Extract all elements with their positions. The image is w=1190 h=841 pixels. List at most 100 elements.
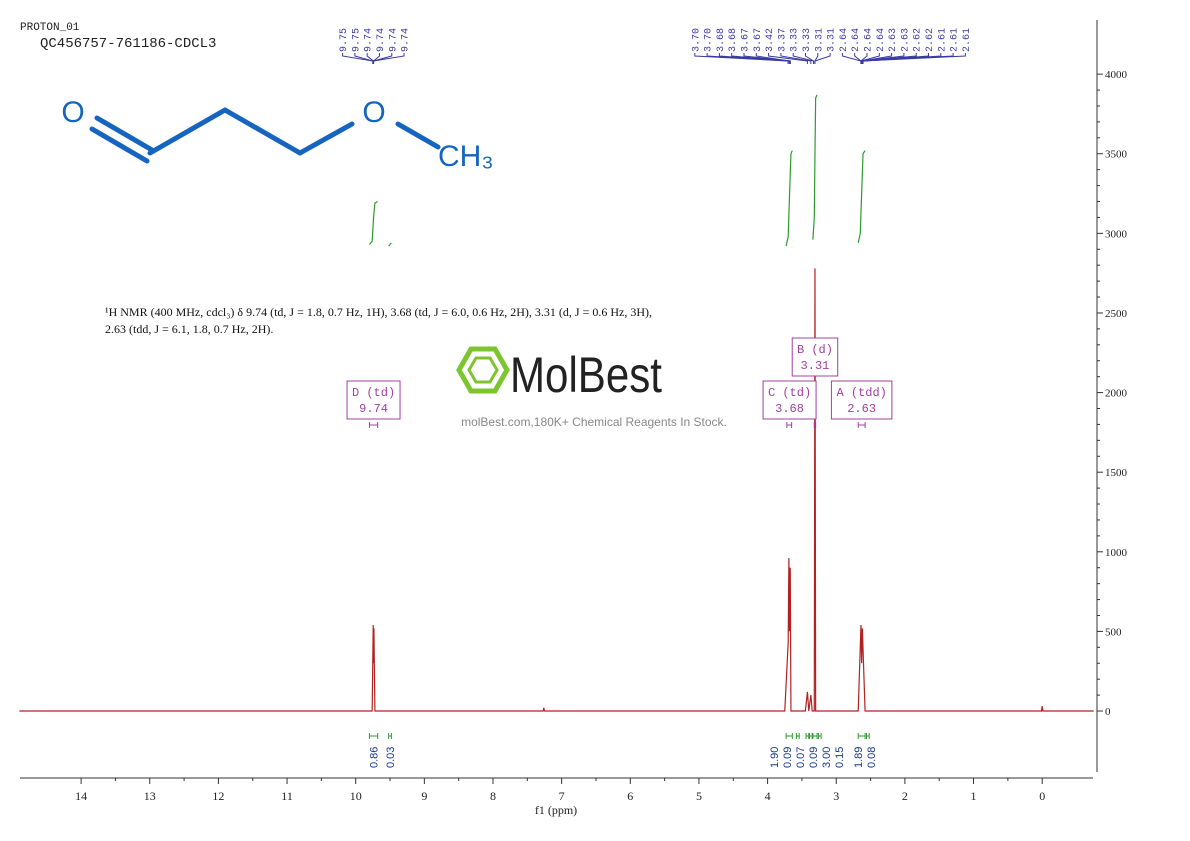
integral-label: 0.09 xyxy=(808,747,820,768)
integral-bracket xyxy=(857,733,866,739)
multiplet-shift: 2.63 xyxy=(847,402,876,416)
peak-label: 3.33 xyxy=(790,28,801,52)
integral-curve xyxy=(857,150,866,244)
watermark-logo: MolBest molBest.com,180K+ Chemical Reage… xyxy=(456,346,727,429)
y-tick-label: 3000 xyxy=(1105,228,1128,240)
multiplet-name: A (tdd) xyxy=(836,386,886,400)
peak-label: 2.64 xyxy=(839,28,850,52)
multiplet-range xyxy=(857,422,866,428)
integral-bracket xyxy=(812,733,818,739)
peak-leader xyxy=(755,53,791,64)
x-tick-label: 4 xyxy=(765,789,771,803)
peak-label: 2.63 xyxy=(888,28,899,52)
peak-label: 3.33 xyxy=(802,28,813,52)
multiplet-box xyxy=(346,380,401,420)
integral-bracket xyxy=(785,733,793,739)
peak-label: 2.62 xyxy=(925,28,936,52)
peak-leader xyxy=(814,53,831,64)
peak-leader xyxy=(861,53,905,64)
x-axis-label: f1 (ppm) xyxy=(535,803,577,817)
atom-label: O xyxy=(362,96,385,129)
bond xyxy=(94,115,155,153)
integral-label: 0.08 xyxy=(866,747,878,768)
watermark-tagline: molBest.com,180K+ Chemical Reagents In S… xyxy=(461,415,727,429)
peak-label: 2.64 xyxy=(864,28,875,52)
multiplet-name: D (td) xyxy=(352,386,395,400)
peak-label: 3.67 xyxy=(741,28,752,52)
multiplet-shift: 3.68 xyxy=(775,402,804,416)
peak-label: 3.31 xyxy=(827,28,838,52)
structure xyxy=(89,107,441,164)
integral-label: 0.07 xyxy=(795,747,807,768)
x-tick-label: 14 xyxy=(75,789,87,803)
peak-label: 2.64 xyxy=(876,28,887,52)
integral-label: 0.86 xyxy=(369,747,381,768)
y-tick-label: 1000 xyxy=(1105,547,1128,559)
chart-subtitle: QC456757-761186-CDCL3 xyxy=(40,36,216,52)
x-tick-label: 8 xyxy=(490,789,496,803)
bond xyxy=(89,126,150,164)
logo-hexagon xyxy=(467,356,499,384)
multiplet-box xyxy=(830,380,893,420)
peak-label: 2.62 xyxy=(913,28,924,52)
y-tick-label: 4000 xyxy=(1105,69,1128,81)
integral-label: 3.00 xyxy=(821,747,833,768)
multiplet-range xyxy=(368,422,379,428)
atom-label: CH₃ xyxy=(438,140,494,173)
bond xyxy=(395,121,441,150)
peak-label: 9.75 xyxy=(339,28,350,52)
peak-label: 3.37 xyxy=(777,28,788,52)
y-tick-label: 3500 xyxy=(1105,149,1128,161)
peak-leader xyxy=(731,53,791,64)
x-tick-label: 9 xyxy=(421,789,427,803)
x-tick-label: 2 xyxy=(902,789,908,803)
multiplet-box xyxy=(762,380,817,420)
bond xyxy=(297,121,355,156)
multiplet-name: B (d) xyxy=(797,343,833,357)
peak-label: 2.61 xyxy=(950,28,961,52)
integral-bracket xyxy=(368,733,379,739)
x-tick-label: 0 xyxy=(1039,789,1045,803)
y-tick-label: 1500 xyxy=(1105,467,1128,479)
peak-leader xyxy=(354,53,374,64)
peak-leader xyxy=(718,53,791,64)
y-tick-label: 500 xyxy=(1105,626,1122,638)
peak-label: 9.75 xyxy=(351,28,362,52)
peak-label: 3.42 xyxy=(765,28,776,52)
x-tick-label: 5 xyxy=(696,789,702,803)
peak-leader xyxy=(854,53,862,64)
logo-hexagon xyxy=(456,346,510,394)
integral-curve xyxy=(388,242,392,247)
peak-label: 3.68 xyxy=(728,28,739,52)
bond xyxy=(147,107,228,156)
chart-title: PROTON_01 xyxy=(20,22,80,34)
peak-label: 3.70 xyxy=(691,28,702,52)
peak-leader xyxy=(768,53,808,64)
integral-bracket xyxy=(795,733,800,739)
peak-label: 2.64 xyxy=(851,28,862,52)
integral-label: 0.15 xyxy=(834,747,846,768)
peak-label: 2.63 xyxy=(900,28,911,52)
peak-leader xyxy=(373,53,405,64)
x-tick-label: 1 xyxy=(971,789,977,803)
atom-label: O xyxy=(61,96,84,129)
peak-leader xyxy=(862,53,966,64)
x-tick-label: 11 xyxy=(281,789,293,803)
x-tick-label: 6 xyxy=(627,789,633,803)
integral-label: 1.89 xyxy=(853,747,865,768)
bond xyxy=(222,107,303,156)
y-tick-label: 0 xyxy=(1105,706,1111,718)
integral-label: 0.03 xyxy=(385,747,397,768)
watermark-brand: MolBest xyxy=(510,347,662,403)
integral-label: 0.09 xyxy=(782,747,794,768)
x-tick-label: 10 xyxy=(350,789,362,803)
peak-label: 2.61 xyxy=(962,28,973,52)
y-tick-label: 2500 xyxy=(1105,308,1128,320)
peak-leader xyxy=(780,53,812,64)
peak-leader xyxy=(342,53,374,64)
y-tick-label: 2000 xyxy=(1105,388,1128,400)
multiplet-box xyxy=(791,337,839,377)
x-tick-label: 13 xyxy=(144,789,156,803)
